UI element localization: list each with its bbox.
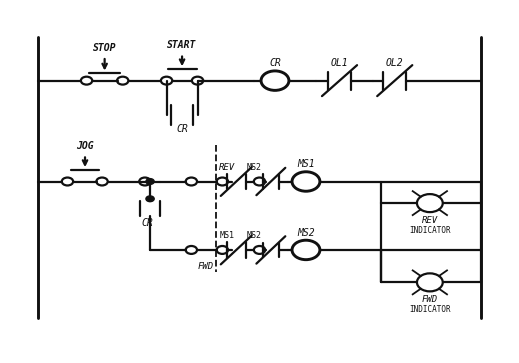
- Text: MS1: MS1: [220, 231, 235, 240]
- Text: OL1: OL1: [331, 58, 348, 68]
- Text: INDICATOR: INDICATOR: [409, 226, 450, 234]
- Text: CR: CR: [269, 58, 281, 68]
- Text: START: START: [168, 40, 197, 50]
- Circle shape: [146, 179, 154, 184]
- Text: MS2: MS2: [247, 163, 262, 172]
- Text: OL2: OL2: [386, 58, 404, 68]
- Text: JOG: JOG: [76, 141, 94, 151]
- Text: REV: REV: [422, 216, 438, 225]
- Text: MS2: MS2: [297, 228, 315, 238]
- Text: MS2: MS2: [247, 231, 262, 240]
- Text: INDICATOR: INDICATOR: [409, 305, 450, 314]
- Text: CR: CR: [176, 124, 188, 134]
- Text: FWD: FWD: [197, 262, 213, 271]
- Text: CR: CR: [142, 218, 153, 228]
- Text: REV: REV: [219, 163, 235, 172]
- Text: MS1: MS1: [297, 159, 315, 169]
- Circle shape: [146, 196, 154, 202]
- Text: STOP: STOP: [93, 42, 116, 53]
- Text: FWD: FWD: [422, 295, 438, 304]
